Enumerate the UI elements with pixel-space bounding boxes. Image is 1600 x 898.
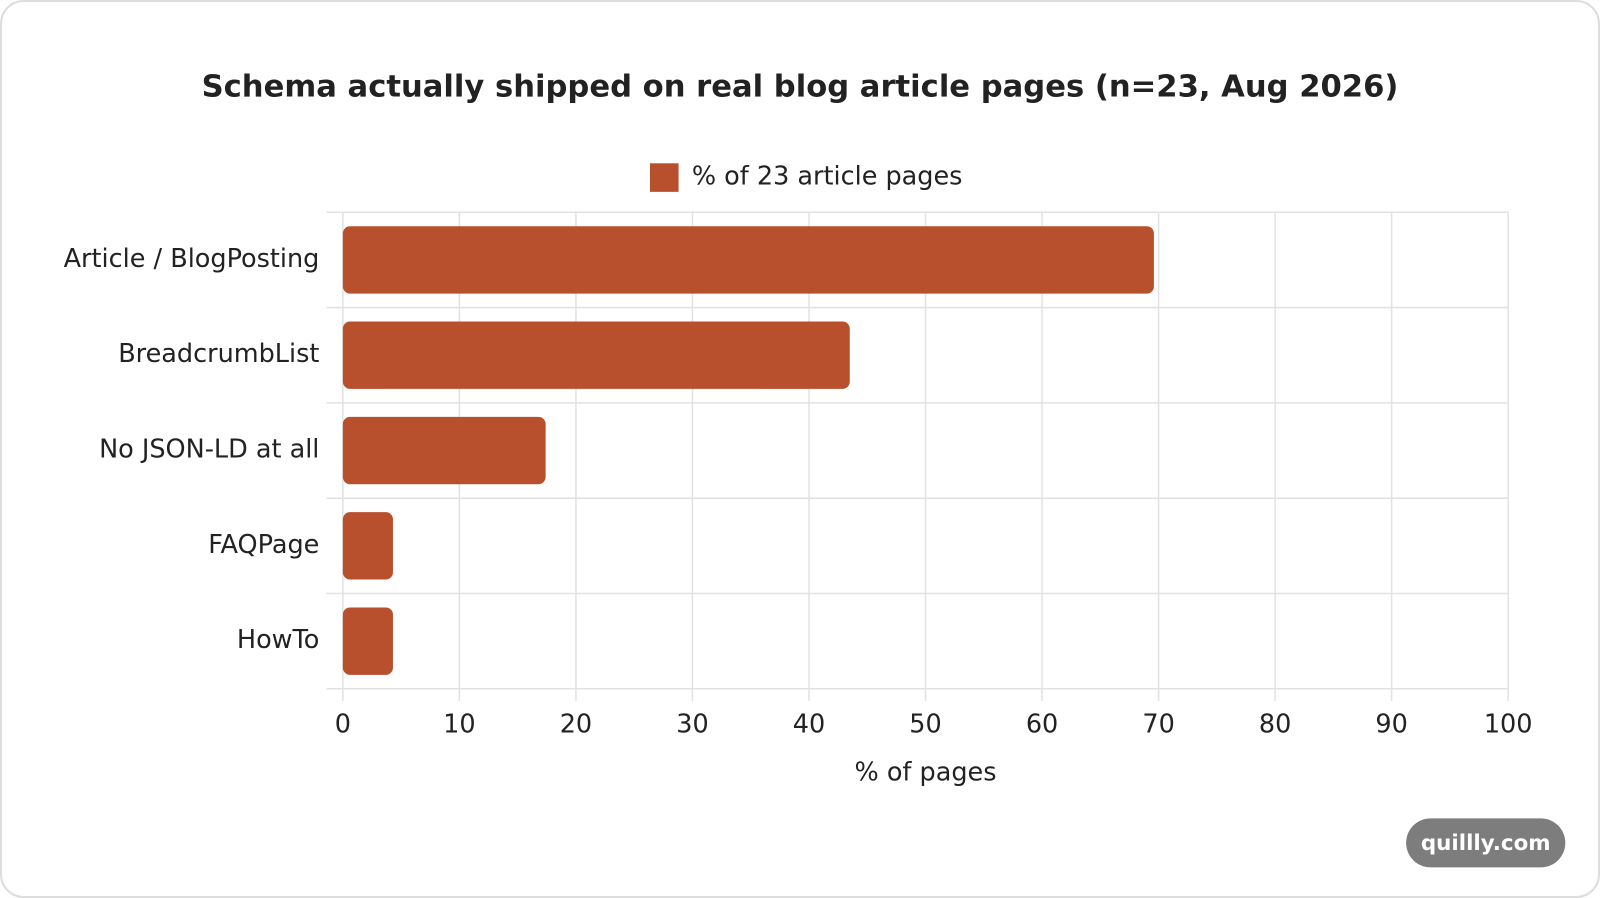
x-tick-label: 50 [909,710,941,740]
x-tick-label: 80 [1259,710,1291,740]
legend-label: % of 23 article pages [692,162,963,192]
x-tick-label: 70 [1142,710,1174,740]
x-tick-label: 100 [1484,710,1533,740]
watermark: quillly.com [1421,831,1551,856]
bar [342,607,393,675]
legend-swatch [650,163,679,192]
x-tick-label: 20 [560,710,592,740]
bar [342,416,546,485]
x-tick-label: 0 [335,710,351,740]
bar [342,512,393,580]
x-tick-label: 10 [443,710,475,740]
x-tick-label: 90 [1375,710,1407,740]
x-tick-label: 40 [793,710,825,740]
y-tick-label: HowTo [237,625,319,655]
y-tick-label: FAQPage [208,530,319,560]
chart-title: Schema actually shipped on real blog art… [202,69,1399,104]
y-tick-label: BreadcrumbList [118,339,319,369]
x-axis-label: % of pages [855,757,997,787]
bar [342,321,850,389]
y-tick-label: Article / BlogPosting [64,244,320,274]
y-tick-label: No JSON-LD at all [99,435,319,465]
x-tick-label: 30 [676,710,708,740]
watermark-badge [1406,818,1566,868]
bar [342,226,1154,294]
x-tick-label: 60 [1026,710,1058,740]
